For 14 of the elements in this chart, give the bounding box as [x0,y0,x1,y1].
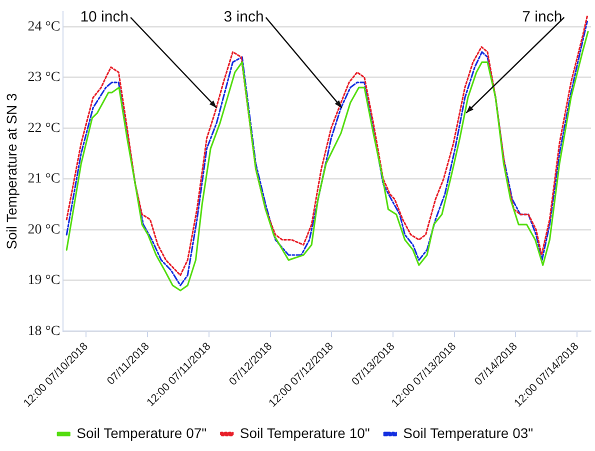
y-tick-label: 21 °C [28,172,60,187]
y-tick-label: 23 °C [28,70,60,86]
annotation: 3 inch [224,8,264,26]
annotation: 10 inch [80,8,129,26]
legend-label: Soil Temperature 07" [76,424,207,441]
y-tick-label: 19 °C [28,273,60,288]
y-tick-label: 18 °C [28,324,60,339]
legend-label: Soil Temperature 03" [403,424,534,441]
y-axis-title: Soil Temperature at SN 3 [3,92,20,250]
y-tick-label: 20 °C [28,222,60,238]
y-tick-label: 22 °C [28,120,60,136]
y-tick-label: 24 °C [28,19,60,34]
legend-label: Soil Temperature 10" [240,424,370,441]
annotation: 7 inch [522,8,562,26]
